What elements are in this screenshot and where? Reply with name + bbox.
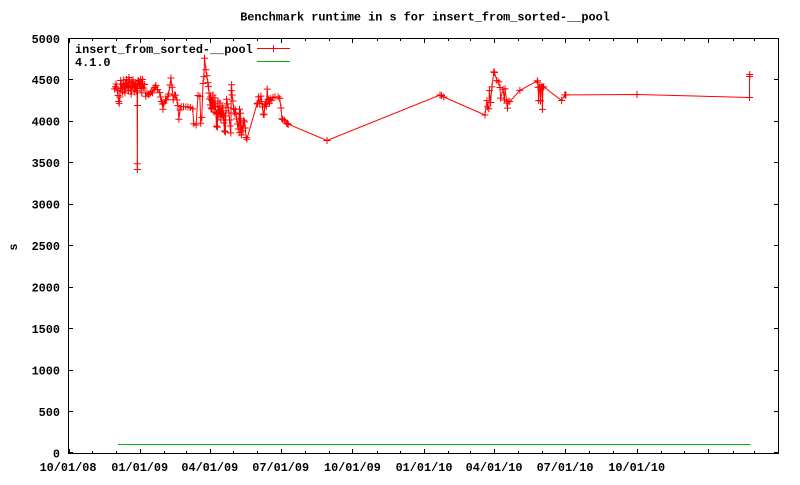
svg-text:5000: 5000	[32, 33, 60, 47]
svg-text:insert_from_sorted-__pool: insert_from_sorted-__pool	[75, 43, 253, 57]
svg-text:1000: 1000	[32, 364, 60, 378]
svg-text:2500: 2500	[32, 240, 60, 254]
svg-text:10/01/10: 10/01/10	[608, 461, 665, 475]
svg-text:2000: 2000	[32, 282, 60, 296]
svg-text:Benchmark runtime in s for ins: Benchmark runtime in s for insert_from_s…	[240, 11, 610, 25]
svg-text:4500: 4500	[32, 74, 60, 88]
svg-text:04/01/10: 04/01/10	[466, 461, 523, 475]
svg-text:07/01/10: 07/01/10	[537, 461, 594, 475]
svg-text:04/01/09: 04/01/09	[181, 461, 238, 475]
svg-text:500: 500	[39, 406, 60, 420]
svg-text:s: s	[7, 243, 21, 250]
svg-text:4000: 4000	[32, 116, 60, 130]
svg-text:3500: 3500	[32, 157, 60, 171]
svg-text:0: 0	[53, 447, 60, 461]
svg-text:01/01/09: 01/01/09	[111, 461, 168, 475]
svg-text:07/01/09: 07/01/09	[252, 461, 309, 475]
svg-text:10/01/09: 10/01/09	[324, 461, 381, 475]
svg-text:1500: 1500	[32, 323, 60, 337]
svg-text:01/01/10: 01/01/10	[396, 461, 453, 475]
svg-text:4.1.0: 4.1.0	[75, 56, 111, 70]
svg-text:3000: 3000	[32, 199, 60, 213]
svg-text:10/01/08: 10/01/08	[40, 461, 97, 475]
